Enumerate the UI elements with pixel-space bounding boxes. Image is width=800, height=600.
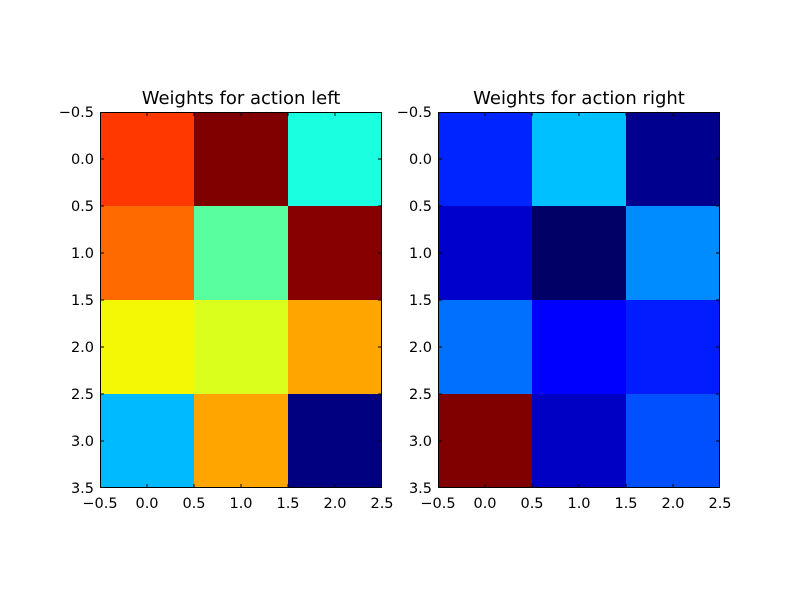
y-tick-label: 3.0 <box>71 434 94 450</box>
y-tick-label: 0.0 <box>409 152 432 168</box>
heatmap-cell-r0-c1 <box>532 112 626 206</box>
x-tick-label: −0.5 <box>82 496 117 512</box>
y-tick-label: 3.5 <box>409 481 432 497</box>
y-tick-label: 0.0 <box>71 152 94 168</box>
y-tick-label: 1.5 <box>409 293 432 309</box>
heatmap-cell-r0-c0 <box>100 112 194 206</box>
x-tick-label: 1.0 <box>229 496 252 512</box>
x-tick-label: 2.0 <box>323 496 346 512</box>
heatmap-cell-r1-c0 <box>438 206 532 300</box>
heatmap-cell-r0-c2 <box>288 112 382 206</box>
heatmap-cell-r1-c2 <box>288 206 382 300</box>
x-tick-label: 2.0 <box>661 496 684 512</box>
y-tick-label: 3.5 <box>71 481 94 497</box>
heatmap-cell-r3-c0 <box>100 394 194 488</box>
x-tick-label: 0.0 <box>135 496 158 512</box>
x-tick-label: 2.5 <box>708 496 731 512</box>
heatmap-cell-r2-c0 <box>100 300 194 394</box>
chart-title-left: Weights for action left <box>142 88 341 109</box>
heatmap-cell-r3-c1 <box>532 394 626 488</box>
y-tick-label: 2.5 <box>71 387 94 403</box>
heatmap-cell-r2-c2 <box>626 300 720 394</box>
y-tick-label: 1.0 <box>71 246 94 262</box>
heatmap-left-panel: −0.5 0.0 0.5 1.0 1.5 2.0 2.5 −0.5 0.0 0.5 1.0 1.5 2.… <box>59 88 394 512</box>
y-tick-label: 0.5 <box>71 199 94 215</box>
x-tick-label: 0.0 <box>473 496 496 512</box>
heatmap-cell-r1-c0 <box>100 206 194 300</box>
y-tick-label: 1.5 <box>71 293 94 309</box>
heatmap-cell-r1-c2 <box>626 206 720 300</box>
x-tick-label: 2.5 <box>370 496 393 512</box>
y-tick-label: −0.5 <box>397 105 432 121</box>
heatmap-cell-r0-c0 <box>438 112 532 206</box>
x-tick-label: 0.5 <box>520 496 543 512</box>
y-tick-label: 2.5 <box>409 387 432 403</box>
x-tick-label: −0.5 <box>420 496 455 512</box>
heatmap-cell-r3-c2 <box>626 394 720 488</box>
heatmap-cell-r3-c1 <box>194 394 288 488</box>
y-tick-label: −0.5 <box>59 105 94 121</box>
heatmap-cell-r2-c1 <box>532 300 626 394</box>
y-tick-label: 0.5 <box>409 199 432 215</box>
heatmap-cell-r2-c0 <box>438 300 532 394</box>
heatmap-right-panel: −0.5 0.0 0.5 1.0 1.5 2.0 2.5 −0.5 0.0 0.5 1.0 1.5 2.… <box>397 88 732 512</box>
x-tick-label: 1.5 <box>276 496 299 512</box>
y-tick-label: 1.0 <box>409 246 432 262</box>
heatmap-cell-r3-c0 <box>438 394 532 488</box>
x-tick-label: 1.0 <box>567 496 590 512</box>
chart-title-right: Weights for action right <box>473 88 685 109</box>
y-tick-label: 2.0 <box>409 340 432 356</box>
heatmap-cell-r2-c2 <box>288 300 382 394</box>
x-tick-label: 1.5 <box>614 496 637 512</box>
heatmap-cell-r0-c2 <box>626 112 720 206</box>
x-tick-label: 0.5 <box>182 496 205 512</box>
heatmap-cell-r2-c1 <box>194 300 288 394</box>
heatmap-cell-r1-c1 <box>532 206 626 300</box>
y-tick-label: 3.0 <box>409 434 432 450</box>
heatmap-cell-r0-c1 <box>194 112 288 206</box>
heatmap-cell-r1-c1 <box>194 206 288 300</box>
y-tick-label: 2.0 <box>71 340 94 356</box>
heatmap-cell-r3-c2 <box>288 394 382 488</box>
